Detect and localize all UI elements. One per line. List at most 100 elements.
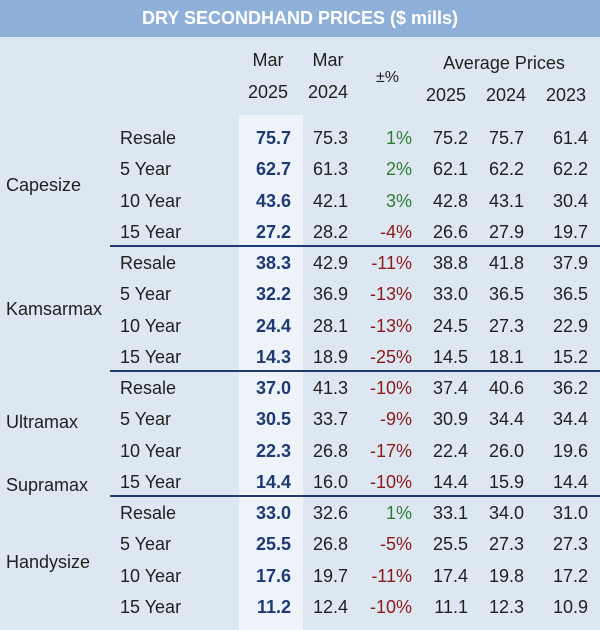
avg-2024-cell: 41.8 (488, 253, 524, 273)
table-row: 10 Year 24.4 28.1 -13% 24.5 27.3 22.9 (0, 310, 600, 341)
mar-2024-cell: 42.9 (312, 253, 348, 273)
mar-2024-cell: 28.2 (312, 221, 348, 242)
change-cell: -5% (379, 534, 412, 555)
avg-2023-cell: 14.4 (552, 471, 588, 492)
mar-2024-cell: 32.6 (312, 503, 348, 523)
age-cell: 10 Year (120, 315, 182, 336)
mar-2024-cell: 75.3 (312, 128, 348, 148)
vessel-class-label: Capesize (6, 175, 82, 195)
table-row: 10 Year 43.6 42.1 3% 42.8 43.1 30.4 (0, 185, 600, 216)
mar-2024-cell: 42.1 (312, 190, 348, 211)
mar-2024-cell: 16.0 (312, 471, 348, 492)
table-title: DRY SECONDHAND PRICES ($ mills) (0, 0, 600, 37)
mar-2024-cell: 61.3 (312, 159, 348, 180)
avg-2023-cell: 36.2 (552, 378, 588, 398)
avg-2023-cell: 61.4 (552, 128, 588, 148)
avg-2024-cell: 34.0 (488, 503, 524, 523)
avg-2025-cell: 62.1 (432, 159, 468, 180)
header-mar-2024-year: 2024 (307, 82, 349, 102)
age-cell: 5 Year (120, 534, 172, 555)
avg-2024-cell: 62.2 (488, 159, 524, 180)
mar-2024-cell: 33.7 (312, 409, 348, 430)
table-row: 5 Year 25.5 26.8 -5% 25.5 27.3 27.3 (0, 528, 600, 559)
avg-2025-cell: 33.1 (432, 503, 468, 523)
avg-2025-cell: 30.9 (432, 409, 468, 430)
mar-2024-cell: 41.3 (312, 378, 348, 398)
table-row: 15 Year 14.4 16.0 -10% 14.4 15.9 14.4 (0, 466, 600, 497)
avg-2025-cell: 11.1 (434, 596, 468, 617)
age-cell: 15 Year (120, 596, 182, 617)
table-row: 15 Year 14.3 18.9 -25% 14.5 18.1 15.2 (0, 341, 600, 372)
mar-2025-cell: 32.2 (255, 284, 291, 305)
mar-2025-cell: 14.4 (255, 471, 291, 492)
table-row: 5 Year 62.7 61.3 2% 62.1 62.2 62.2 (0, 153, 600, 184)
avg-2024-cell: 26.0 (488, 440, 524, 461)
avg-2023-cell: 22.9 (552, 315, 588, 336)
age-cell: 10 Year (120, 190, 182, 211)
mar-2025-cell: 24.4 (255, 315, 291, 336)
avg-2023-cell: 37.9 (552, 253, 588, 273)
mar-2024-cell: 28.1 (312, 315, 348, 336)
vessel-class-label: Supramax (6, 475, 89, 495)
change-cell: -11% (371, 253, 412, 273)
header-avg-2024: 2024 (486, 85, 527, 105)
avg-2025-cell: 37.4 (432, 378, 468, 398)
avg-2024-cell: 19.8 (488, 565, 524, 586)
mar-2024-cell: 18.9 (312, 346, 348, 367)
avg-2023-cell: 62.2 (552, 159, 588, 180)
change-cell: 3% (385, 190, 412, 211)
change-cell: -4% (379, 221, 412, 242)
header-mar-2025-month: Mar (252, 50, 284, 70)
change-cell: -17% (369, 440, 412, 461)
avg-2024-cell: 18.1 (488, 346, 524, 367)
table-row: Resale 75.7 75.3 1% 75.2 75.7 61.4 (0, 122, 600, 153)
avg-2023-cell: 30.4 (552, 190, 588, 211)
age-cell: 15 Year (120, 221, 182, 242)
avg-2024-cell: 27.3 (488, 534, 524, 555)
avg-2025-cell: 38.8 (432, 253, 468, 273)
avg-2024-cell: 40.6 (488, 378, 524, 398)
mar-2025-cell: 11.2 (256, 596, 291, 617)
change-cell: 1% (385, 503, 412, 523)
avg-2023-cell: 15.2 (552, 346, 588, 367)
avg-2023-cell: 17.2 (552, 565, 588, 586)
avg-2024-cell: 36.5 (488, 284, 524, 305)
age-cell: Resale (120, 253, 177, 273)
mar-2025-cell: 27.2 (255, 221, 291, 242)
mar-2024-cell: 36.9 (312, 284, 348, 305)
avg-2024-cell: 27.9 (488, 221, 524, 242)
mar-2025-cell: 17.6 (255, 565, 291, 586)
age-cell: 5 Year (120, 159, 172, 180)
avg-2025-cell: 17.4 (432, 565, 468, 586)
change-cell: -10% (369, 596, 412, 617)
age-cell: Resale (120, 503, 177, 523)
table-row: 10 Year 22.3 26.8 -17% 22.4 26.0 19.6 (0, 435, 600, 466)
mar-2025-column-highlight (239, 115, 303, 630)
avg-2024-cell: 27.3 (488, 315, 524, 336)
age-cell: Resale (120, 378, 177, 398)
header-average-prices: Average Prices (443, 53, 565, 73)
mar-2025-cell: 37.0 (255, 378, 291, 398)
table-row: Resale 38.3 42.9 -11% 38.8 41.8 37.9 (0, 247, 600, 278)
vessel-class-label: Kamsarmax (6, 299, 103, 319)
mar-2024-cell: 19.7 (312, 565, 348, 586)
change-cell: -13% (369, 284, 412, 305)
avg-2023-cell: 27.3 (552, 534, 588, 555)
change-cell: -10% (369, 378, 412, 398)
age-cell: 5 Year (120, 284, 172, 305)
mar-2025-cell: 22.3 (255, 440, 291, 461)
change-cell: 2% (385, 159, 412, 180)
avg-2025-cell: 22.4 (432, 440, 468, 461)
mar-2025-cell: 43.6 (255, 190, 291, 211)
avg-2024-cell: 34.4 (488, 409, 524, 430)
table-row: 15 Year 27.2 28.2 -4% 26.6 27.9 19.7 (0, 216, 600, 247)
change-cell: 1% (385, 128, 412, 148)
header-change: ±% (375, 69, 399, 86)
avg-2025-cell: 42.8 (432, 190, 468, 211)
table-row: Resale 37.0 41.3 -10% 37.4 40.6 36.2 (0, 372, 600, 403)
mar-2025-cell: 14.3 (255, 346, 291, 367)
age-cell: 5 Year (120, 409, 172, 430)
avg-2025-cell: 25.5 (432, 534, 468, 555)
age-cell: Resale (120, 128, 177, 148)
